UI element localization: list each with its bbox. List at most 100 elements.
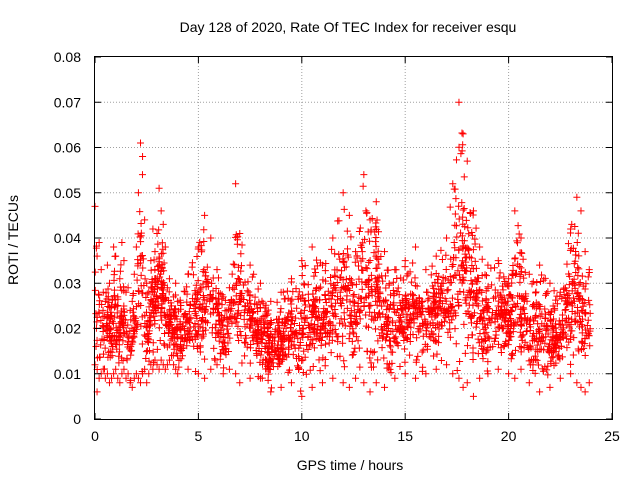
data-point (465, 230, 473, 238)
data-point (500, 294, 508, 302)
data-point (95, 353, 103, 361)
data-point-peak (118, 239, 126, 247)
data-point (362, 294, 370, 302)
data-point (154, 301, 162, 309)
data-point (507, 321, 515, 329)
data-point (309, 290, 317, 298)
data-point (371, 228, 379, 236)
data-point-peak (122, 374, 130, 382)
data-point (418, 348, 426, 356)
data-point (418, 305, 426, 313)
data-point (208, 324, 216, 332)
data-point (561, 306, 569, 314)
data-point (516, 328, 524, 336)
data-point (183, 298, 191, 306)
data-point-peak (236, 379, 244, 387)
data-point-peak (108, 302, 116, 310)
data-point (511, 346, 519, 354)
data-point (507, 306, 515, 314)
data-point (511, 255, 519, 263)
data-point (299, 369, 307, 377)
data-point (387, 369, 395, 377)
data-point (387, 327, 395, 335)
data-point-peak (163, 361, 171, 369)
data-point (99, 306, 107, 314)
data-point-peak (459, 383, 467, 391)
data-point (506, 329, 514, 337)
data-point-peak (194, 243, 202, 251)
data-point (261, 343, 269, 351)
y-axis-title: ROTI / TECUs (5, 195, 21, 285)
data-point (337, 315, 345, 323)
data-point (360, 299, 368, 307)
data-point (406, 351, 414, 359)
data-point (291, 344, 299, 352)
data-point-peak (422, 266, 430, 274)
data-point (575, 265, 583, 273)
data-point (500, 273, 508, 281)
data-point-peak (161, 365, 169, 373)
data-point (528, 302, 536, 310)
data-point (413, 334, 421, 342)
data-point (582, 326, 590, 334)
data-point (263, 356, 271, 364)
data-point (183, 318, 191, 326)
data-point (307, 308, 315, 316)
data-point (502, 337, 510, 345)
data-point (393, 275, 401, 283)
data-point (469, 301, 477, 309)
data-point-peak (484, 370, 492, 378)
data-point (314, 322, 322, 330)
data-point (578, 272, 586, 280)
data-point (396, 316, 404, 324)
data-point (235, 336, 243, 344)
data-point-peak (581, 248, 589, 256)
data-point (273, 298, 281, 306)
data-point-peak (525, 270, 533, 278)
data-point-peak (159, 220, 167, 228)
data-point (253, 350, 261, 358)
y-tick-label: 0.01 (54, 366, 81, 382)
data-point (327, 295, 335, 303)
data-point (110, 286, 118, 294)
data-point (136, 208, 144, 216)
data-point (228, 320, 236, 328)
data-point-peak (207, 365, 215, 373)
data-point (565, 281, 573, 289)
data-point (453, 366, 461, 374)
data-point (339, 258, 347, 266)
data-point (499, 286, 507, 294)
data-point (265, 320, 273, 328)
data-point-peak (505, 275, 513, 283)
x-tick-label: 20 (501, 428, 517, 444)
data-point (172, 349, 180, 357)
data-point-peak (391, 374, 399, 382)
data-point-peak (105, 279, 113, 287)
data-point (154, 262, 162, 270)
data-point (197, 316, 205, 324)
data-point (340, 205, 348, 213)
data-point (362, 311, 370, 319)
data-point (115, 326, 123, 334)
data-point (471, 235, 479, 243)
data-point (202, 272, 210, 280)
data-point (563, 260, 571, 268)
data-point (246, 359, 254, 367)
data-point (91, 286, 99, 294)
data-point (359, 239, 367, 247)
data-point (514, 239, 522, 247)
data-point (491, 264, 499, 272)
data-point (280, 345, 288, 353)
data-point (520, 274, 528, 282)
data-point (503, 301, 511, 309)
data-point (312, 285, 320, 293)
data-point (191, 326, 199, 334)
data-point (108, 339, 116, 347)
data-point-peak (443, 234, 451, 242)
data-point-peak (101, 374, 109, 382)
data-point (343, 292, 351, 300)
data-point (318, 333, 326, 341)
data-point (542, 314, 550, 322)
data-point (212, 294, 220, 302)
data-point-peak (287, 275, 295, 283)
